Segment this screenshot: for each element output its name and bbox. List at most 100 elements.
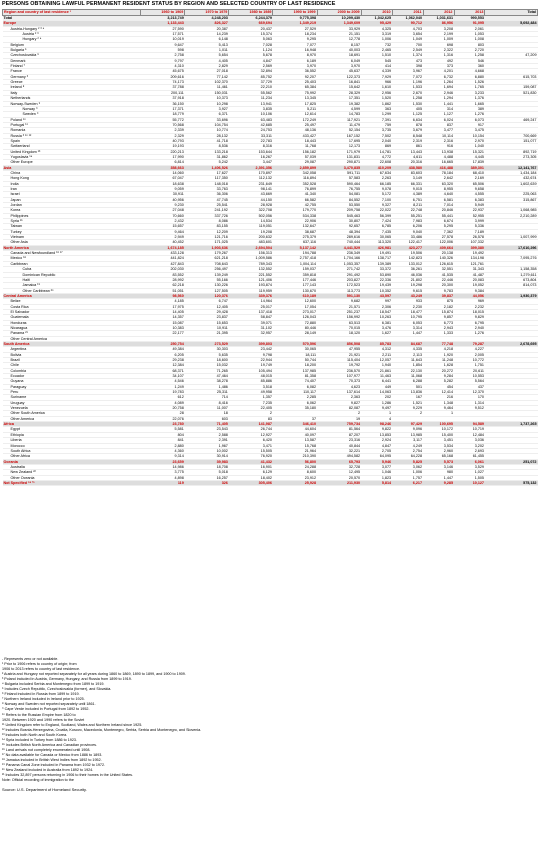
table-cell: 6,732 (423, 74, 454, 81)
table-row: Israel 30,911 36,306 43,669 41,340 54,081 5,17… (2, 191, 538, 198)
table-cell: 3,927 (184, 106, 229, 113)
table-cell: 6,383 (454, 197, 485, 204)
table-cell: 9,512 (454, 405, 485, 412)
row-label: Other Oceania (2, 475, 141, 481)
table-cell: 139,389 (361, 261, 393, 268)
table-cell: 740,444 (317, 239, 362, 246)
table-row: Mexico ¹⁸ 441,824 621,218 1,009,586 2,757,41… (2, 255, 538, 262)
table-cell: 1,279,611 (484, 272, 538, 278)
table-cell: 22,608 (361, 159, 393, 166)
table-cell: 18,443 (272, 138, 318, 145)
row-label: Dominican Republic (2, 272, 141, 278)
table-cell: 2,956 (361, 90, 393, 97)
table-cell: 9,464 (140, 229, 185, 236)
table-cell (484, 362, 538, 369)
table-cell: 17,371 (140, 106, 185, 113)
table-cell: 13,938 (423, 149, 454, 155)
row-label: Other America (2, 416, 141, 423)
table-cell: 4 (361, 416, 393, 423)
row-label: Honduras (2, 320, 141, 326)
table-cell: 18,708 (184, 464, 229, 471)
table-row: Belgium 9,647 5,413 7,028 7,077 8,157 732 700 69… (2, 42, 538, 49)
table-cell: 107,332 (454, 239, 485, 246)
table-cell: 22,130 (392, 368, 424, 375)
table-cell: 7,100 (361, 197, 393, 204)
table-cell: 16,841 (317, 79, 362, 86)
table-cell: 151,077 (484, 138, 538, 145)
region-row: Europe 1,133,443 826,327 669,694 1,349,219 1,… (2, 20, 538, 27)
table-cell: 12,614 (272, 111, 318, 118)
table-cell: 360 (454, 63, 485, 70)
table-row: Hong Kong 67,047 117,350 112,132 116,894 57,5… (2, 175, 538, 182)
table-cell: 236,349 (317, 250, 362, 257)
table-cell: 49,958 (228, 389, 273, 396)
table-cell: 76,920 (228, 453, 273, 460)
table-cell: 13,836 (392, 389, 424, 396)
table-cell: 21,861 (361, 368, 393, 375)
table-cell: 6,747 (184, 298, 229, 305)
row-label: Russia ³ ¹⁰ ¹² (2, 133, 141, 139)
table-cell: 612 (140, 394, 185, 401)
table-cell: 289,616 (317, 234, 362, 241)
table-cell: 9,229 (392, 405, 424, 412)
table-cell: 4,488 (423, 154, 454, 161)
table-row: Italy 200,111 150,031 55,562 75,992 28,329 2,9… (2, 90, 538, 97)
table-cell: 209,616 (140, 74, 185, 81)
table-cell: 4,441,529 (317, 245, 362, 252)
table-cell: 1,751 (454, 362, 485, 369)
table-cell: 1,008 (454, 36, 485, 43)
table-cell: 46,036 (392, 272, 424, 278)
row-label: Other South America (2, 410, 141, 417)
table-cell: 10,002 (184, 448, 229, 455)
table-cell: 4,339 (361, 68, 393, 75)
table-cell: 37,918 (140, 95, 185, 102)
table-cell: 30,303 (184, 346, 229, 353)
table-row: Finland ⁷ 4,310 2,829 2,569 3,970 3,970 414 398… (2, 63, 538, 70)
table-cell: 11,461 (184, 84, 229, 91)
table-cell: 1,004,114 (272, 261, 318, 268)
table-cell: 2,285 (272, 394, 318, 401)
table-cell: 102,370 (184, 79, 229, 86)
table-cell: 20,611 (454, 368, 485, 375)
table-cell: 58,847 (228, 314, 273, 321)
table-row: Netherlands 37,918 10,373 11,234 13,345 17,35… (2, 95, 538, 102)
table-cell: 41,718 (184, 138, 229, 145)
table-cell (484, 223, 538, 230)
table-row: Austria-Hungary ² ³ ⁴ 27,590 20,387 20,437 2… (2, 26, 538, 33)
table-cell: 18,638 (140, 181, 185, 188)
row-label: Norway-Sweden ⁹ (2, 101, 141, 107)
table-cell: 5,063 (228, 36, 273, 43)
table-row: Czechoslovakia ⁶ 2,758 5,654 5,678 8,970 18,6… (2, 52, 538, 59)
table-row: Norway-Sweden ⁹ 36,150 10,298 13,941 17,825 1… (2, 101, 538, 107)
table-cell: 10,263 (361, 314, 393, 321)
table-cell: 3,775 (140, 469, 185, 476)
table-cell: 12,141,767 (484, 165, 538, 172)
table-cell (484, 26, 538, 33)
table-cell: 133,012 (392, 261, 424, 268)
table-cell: 1,940 (361, 362, 393, 369)
footnote: ¹⁶ Land arrivals not completely enumerat… (2, 747, 91, 752)
table-cell: 2,339 (140, 127, 185, 134)
table-cell: 2,946 (423, 90, 454, 97)
table-row: Jamaica ¹⁹ 62,218 130,226 193,874 177,143 172… (2, 282, 538, 289)
table-cell: 53,550 (317, 202, 362, 209)
table-cell (484, 410, 538, 417)
table-cell: 22,076 (140, 416, 185, 423)
table-cell: 12,778 (317, 36, 362, 43)
table-cell: 39,837 (423, 293, 454, 300)
table-cell (484, 42, 538, 49)
table-cell: 358,663 (140, 165, 185, 172)
table-cell: 399,803 (228, 341, 273, 348)
table-cell: 63,320 (423, 181, 454, 188)
table-cell: 21,571 (317, 304, 362, 310)
footnotes: - Represents zero or not available. ¹ Pri… (2, 657, 538, 792)
table-cell: 290,871 (317, 159, 362, 166)
table-cell: 1,264 (423, 79, 454, 86)
table-cell: 48,015 (228, 373, 273, 380)
table-cell: 2,210,289 (484, 213, 538, 220)
row-label: Asia (2, 165, 141, 172)
table-cell: 2,230 (392, 304, 424, 310)
table-cell (272, 410, 318, 417)
table-cell: 19,298 (392, 282, 424, 289)
table-cell: 38,687 (272, 229, 318, 236)
